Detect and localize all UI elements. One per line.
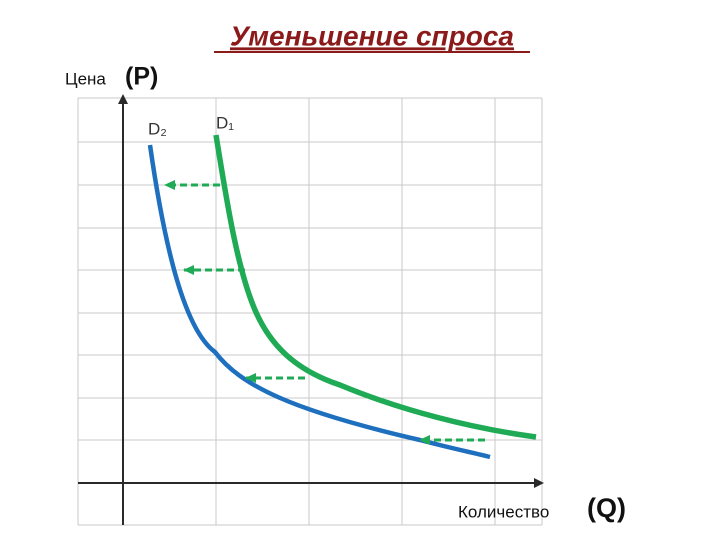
title: Уменьшение спроса xyxy=(230,20,514,51)
demand-curve-d2 xyxy=(147,144,491,460)
x-axis-label: Количество xyxy=(458,502,549,521)
y-axis-label: Цена xyxy=(65,69,106,88)
curve-label: D₁ xyxy=(216,113,234,132)
demand-curve-d1 xyxy=(213,134,537,440)
shift-arrows xyxy=(164,180,485,445)
x-axis-symbol: (Q) xyxy=(587,493,626,523)
y-axis-symbol: (P) xyxy=(125,63,158,91)
curve-label: D₂ xyxy=(148,119,167,138)
grid xyxy=(77,97,543,526)
